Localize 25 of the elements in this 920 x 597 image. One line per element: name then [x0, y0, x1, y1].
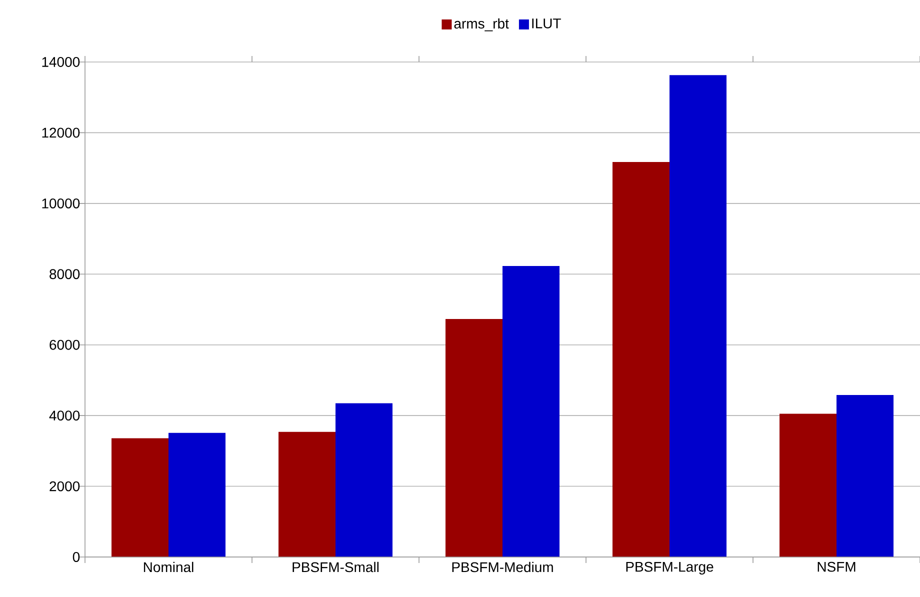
- bar: [168, 432, 226, 557]
- bar: [446, 319, 503, 557]
- bar: [502, 266, 560, 557]
- bar: [836, 395, 894, 557]
- x-tick-label: Nominal: [144, 562, 194, 572]
- x-tick-label: NSFM: [818, 562, 856, 572]
- bar: [670, 75, 727, 557]
- x-tick-label: PBSFM-Large: [626, 562, 714, 575]
- y-tick-label: 14000: [42, 57, 80, 67]
- y-tick-label: 8000: [50, 269, 80, 280]
- y-tick-label: 10000: [42, 198, 80, 208]
- bar: [336, 403, 393, 557]
- y-tick-label: 12000: [42, 128, 80, 138]
- x-tick-label: PBSFM-Small: [292, 562, 379, 572]
- x-tick-label: PBSFM-Medium: [452, 562, 553, 572]
- y-tick-label: 0: [72, 552, 80, 562]
- bar: [112, 438, 168, 557]
- bar: [612, 162, 670, 557]
- bar: [278, 432, 336, 557]
- y-tick-label: 4000: [49, 410, 80, 421]
- legend-label: arms_rbt: [454, 18, 509, 32]
- y-tick-label: 6000: [50, 340, 80, 350]
- y-tick-label: 2000: [50, 481, 80, 492]
- bar: [780, 414, 837, 557]
- legend-label: ILUT: [532, 18, 561, 28]
